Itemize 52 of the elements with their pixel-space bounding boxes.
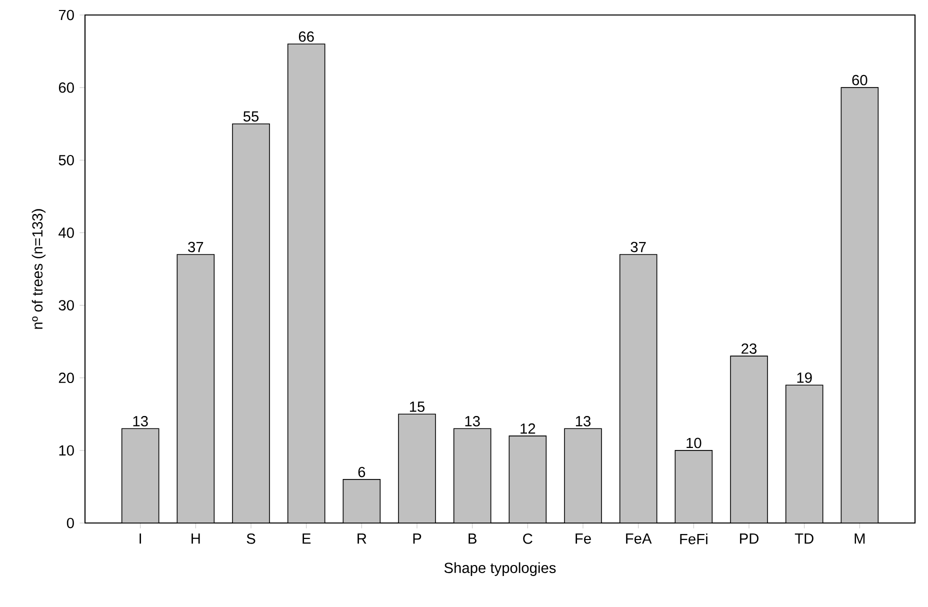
data-label: 15 xyxy=(410,402,425,412)
y-tick-label: 60 xyxy=(58,82,74,93)
y-tick-label: 0 xyxy=(66,518,74,528)
x-tick-label: H xyxy=(192,534,200,544)
data-label: 66 xyxy=(298,31,314,42)
data-label: 6 xyxy=(358,466,366,478)
bar xyxy=(177,254,214,523)
x-axis-title: Shape typologies xyxy=(444,562,556,576)
bar xyxy=(620,254,657,523)
y-tick-label: 30 xyxy=(58,300,74,310)
bar xyxy=(288,44,325,523)
x-tick-label: I xyxy=(140,534,142,544)
y-tick-label: 40 xyxy=(58,228,74,238)
bar xyxy=(564,428,602,523)
y-tick-label: 10 xyxy=(59,445,74,456)
x-tick-label: P xyxy=(413,534,422,544)
x-tick-label: FeFi xyxy=(680,533,708,544)
x-tick-label: PD xyxy=(740,534,758,544)
y-tick-label: 70 xyxy=(58,10,74,20)
bar xyxy=(786,385,823,523)
bar xyxy=(454,428,491,523)
x-tick-label: C xyxy=(523,534,532,544)
bar xyxy=(343,479,380,523)
bar xyxy=(232,124,270,523)
bar xyxy=(730,356,768,523)
bar xyxy=(675,450,712,523)
x-tick-label: R xyxy=(358,534,366,544)
bar xyxy=(840,87,879,523)
x-tick-label: FeA xyxy=(626,534,652,544)
y-tick-label: 20 xyxy=(58,372,74,384)
data-label: 37 xyxy=(630,242,646,252)
data-label: 55 xyxy=(243,111,259,122)
x-tick-label: TD xyxy=(794,534,814,544)
bar xyxy=(509,436,546,523)
x-tick-label: Fe xyxy=(576,534,591,544)
data-label: 19 xyxy=(797,372,812,383)
data-label: 12 xyxy=(520,423,536,434)
bar xyxy=(122,428,159,523)
data-label: 37 xyxy=(188,242,204,252)
data-label: 13 xyxy=(133,416,148,426)
bar xyxy=(398,414,436,523)
data-label: 13 xyxy=(465,416,480,426)
y-axis-title: nº of trees (n=133) xyxy=(32,209,46,329)
data-label: 13 xyxy=(576,416,591,426)
y-tick-label: 50 xyxy=(58,154,74,166)
data-label: 60 xyxy=(852,74,868,86)
x-tick-label: B xyxy=(468,534,476,544)
x-tick-label: E xyxy=(302,534,311,544)
x-tick-label: S xyxy=(246,534,256,544)
x-tick-label: M xyxy=(854,534,865,544)
data-label: 23 xyxy=(742,343,757,354)
data-label: 10 xyxy=(686,438,702,448)
